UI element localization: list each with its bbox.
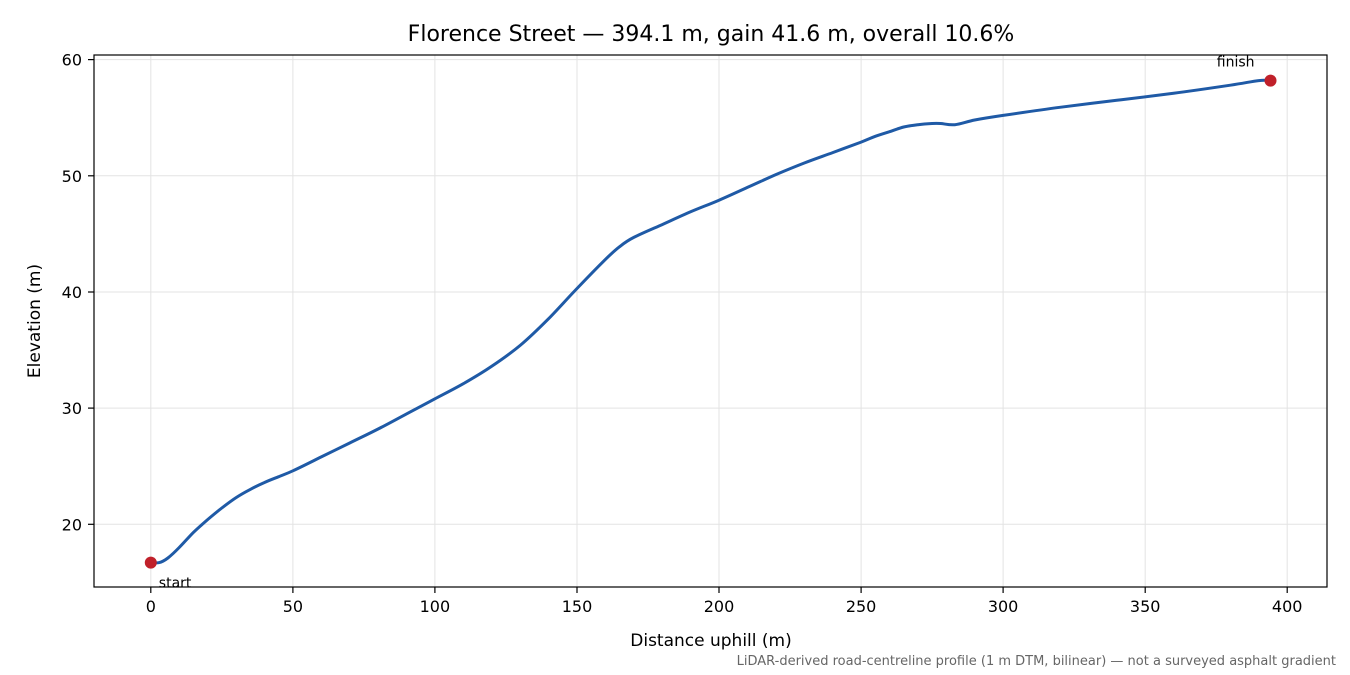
x-tick-label: 0: [146, 597, 156, 616]
finish-marker: [1264, 74, 1277, 87]
x-tick-label: 150: [562, 597, 593, 616]
chart-title: Florence Street — 394.1 m, gain 41.6 m, …: [408, 22, 1015, 47]
start-marker: [144, 556, 157, 569]
y-tick-label: 50: [62, 167, 82, 186]
y-tick-label: 60: [62, 51, 82, 70]
x-axis-label: Distance uphill (m): [630, 631, 791, 651]
x-tick-label: 200: [704, 597, 735, 616]
x-tick-label: 400: [1272, 597, 1303, 616]
x-tick-label: 350: [1130, 597, 1161, 616]
start-label: start: [159, 576, 192, 592]
y-tick-label: 20: [62, 515, 82, 534]
x-tick-label: 300: [988, 597, 1019, 616]
grid: [94, 55, 1327, 587]
y-tick-label: 30: [62, 399, 82, 418]
endpoint-markers: start finish: [144, 55, 1277, 592]
x-tick-label: 50: [283, 597, 303, 616]
x-tick-label: 250: [846, 597, 877, 616]
y-axis-label: Elevation (m): [25, 264, 45, 378]
plot-area: [93, 54, 1328, 588]
finish-label: finish: [1217, 55, 1255, 71]
footnote: LiDAR-derived road-centreline profile (1…: [737, 654, 1336, 669]
axis-ticks: 0 50 100 150 200 250 300 350 400 20 30 40 50 60: [62, 51, 1303, 616]
elevation-line: [149, 78, 1272, 565]
x-tick-label: 100: [420, 597, 451, 616]
y-tick-label: 40: [62, 283, 82, 302]
